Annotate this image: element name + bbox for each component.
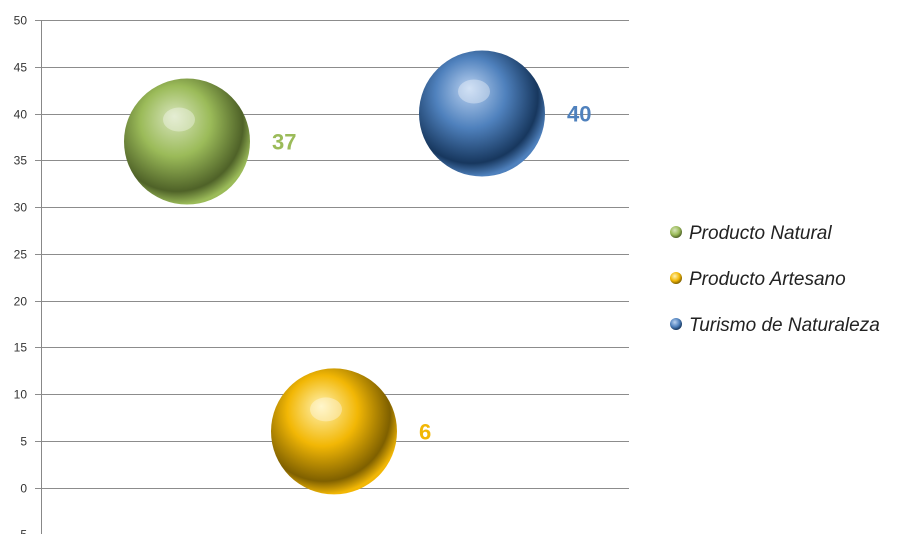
legend-marker: [670, 226, 682, 238]
y-tick-label: 0: [20, 482, 27, 496]
y-tick-label: 10: [14, 388, 28, 402]
bubble-highlight: [163, 107, 195, 132]
y-tick-label: 45: [14, 61, 28, 75]
y-tick-label: 50: [14, 14, 28, 28]
y-tick-label: -5: [16, 528, 27, 534]
legend-marker: [670, 272, 682, 284]
legend-label: Turismo de Naturaleza: [689, 315, 880, 336]
data-labels: 37 6 40: [272, 102, 591, 445]
y-tick-label: 20: [14, 295, 28, 309]
bubble-highlight: [458, 79, 490, 104]
bubble-2: [271, 368, 397, 495]
bubbles: [124, 50, 545, 495]
data-label: 37: [272, 130, 296, 155]
data-label: 6: [419, 419, 431, 444]
bubble-3: [419, 50, 545, 177]
y-tick-label: 15: [14, 341, 28, 355]
legend: Producto Natural Producto Artesano Turismo…: [670, 223, 880, 336]
legend-label: Producto Natural: [689, 223, 832, 244]
data-label: 40: [567, 102, 591, 127]
legend-label: Producto Artesano: [689, 269, 846, 290]
legend-marker: [670, 318, 682, 330]
y-tick-label: 40: [14, 108, 28, 122]
y-tick-label: 5: [20, 435, 27, 449]
y-tick-label: 25: [14, 248, 28, 262]
y-tick-label: 30: [14, 201, 28, 215]
y-tick-label: 35: [14, 154, 28, 168]
bubble-highlight: [310, 397, 342, 422]
bubble-1: [124, 78, 250, 205]
